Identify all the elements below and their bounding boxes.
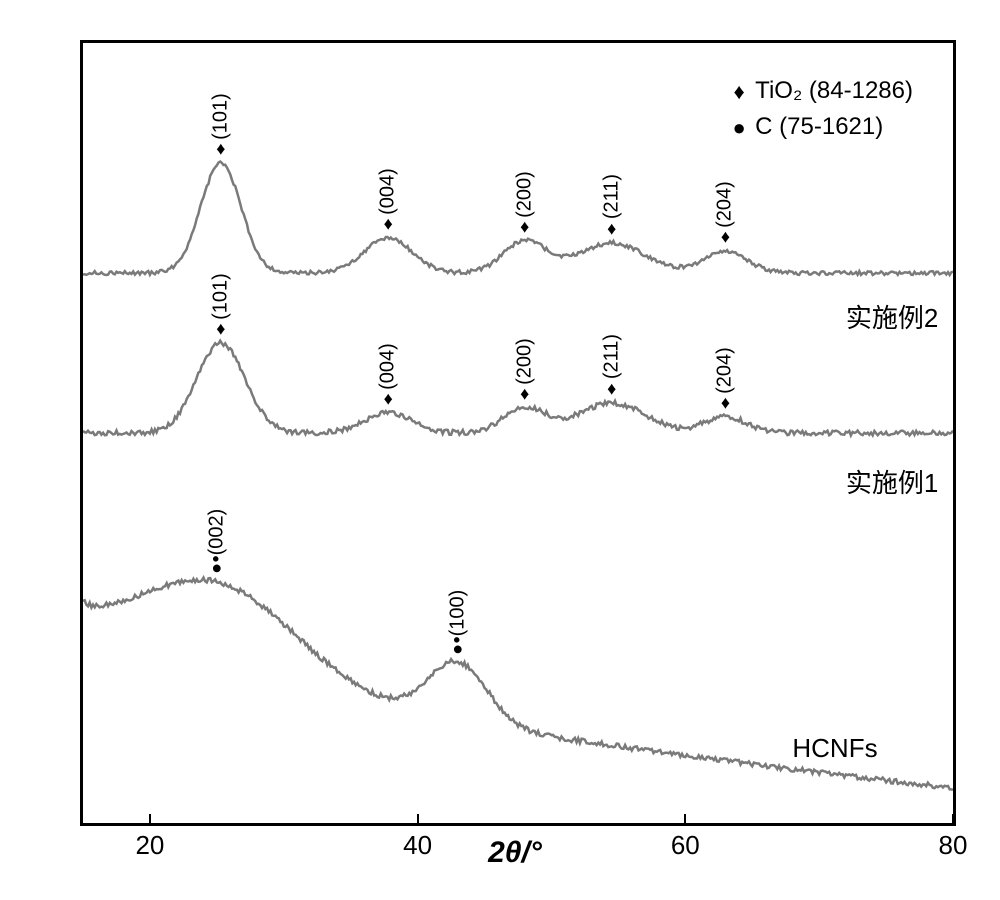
- peak-marker-icon: ♦: [607, 379, 616, 400]
- legend-text: C (75-1621): [755, 109, 883, 145]
- peak-label: •(002): [205, 508, 228, 562]
- peak-label: (101): [209, 273, 232, 320]
- peak-label: •(100): [446, 589, 469, 643]
- legend-marker-icon: ♦: [727, 75, 751, 108]
- peak-label: (101): [209, 93, 232, 140]
- legend-item: ♦TiO₂ (84-1286): [727, 73, 913, 109]
- peak-marker-icon: ♦: [520, 384, 529, 405]
- peak-marker-icon: ♦: [721, 393, 730, 414]
- x-axis-label-text: 2θ/°: [488, 836, 542, 869]
- peak-label: (200): [513, 338, 536, 385]
- peak-label: (200): [513, 171, 536, 218]
- curve-label-example2: 实施例2: [846, 298, 938, 335]
- legend-text: TiO₂ (84-1286): [755, 73, 913, 109]
- curve-label-example1: 实施例1: [846, 463, 938, 500]
- peak-label: (211): [600, 334, 623, 379]
- peak-label: (004): [377, 168, 400, 215]
- x-tick: [952, 814, 954, 826]
- x-tick: [149, 814, 151, 826]
- curves-svg: [83, 43, 953, 823]
- x-axis-label: 2θ/°: [80, 836, 950, 870]
- peak-label: (211): [600, 174, 623, 219]
- curve-label-hcnfs: HCNFs: [792, 733, 877, 764]
- peak-marker-icon: ♦: [721, 227, 730, 248]
- x-tick: [417, 814, 419, 826]
- peak-marker-icon: ♦: [216, 139, 225, 160]
- peak-marker-icon: ♦: [384, 389, 393, 410]
- peak-label: (004): [377, 343, 400, 390]
- peak-marker-icon: ♦: [520, 217, 529, 238]
- peak-marker-icon: ♦: [607, 219, 616, 240]
- xrd-chart: 20406080♦TiO₂ (84-1286)●C (75-1621)♦(101…: [20, 20, 980, 880]
- peak-marker-icon: ♦: [216, 319, 225, 340]
- legend: ♦TiO₂ (84-1286)●C (75-1621): [727, 73, 913, 145]
- legend-item: ●C (75-1621): [727, 109, 913, 145]
- legend-marker-icon: ●: [727, 111, 751, 144]
- x-tick: [684, 814, 686, 826]
- plot-area: 20406080♦TiO₂ (84-1286)●C (75-1621)♦(101…: [80, 40, 956, 826]
- peak-label: (204): [714, 347, 737, 394]
- peak-label: (204): [714, 181, 737, 228]
- peak-marker-icon: ♦: [384, 214, 393, 235]
